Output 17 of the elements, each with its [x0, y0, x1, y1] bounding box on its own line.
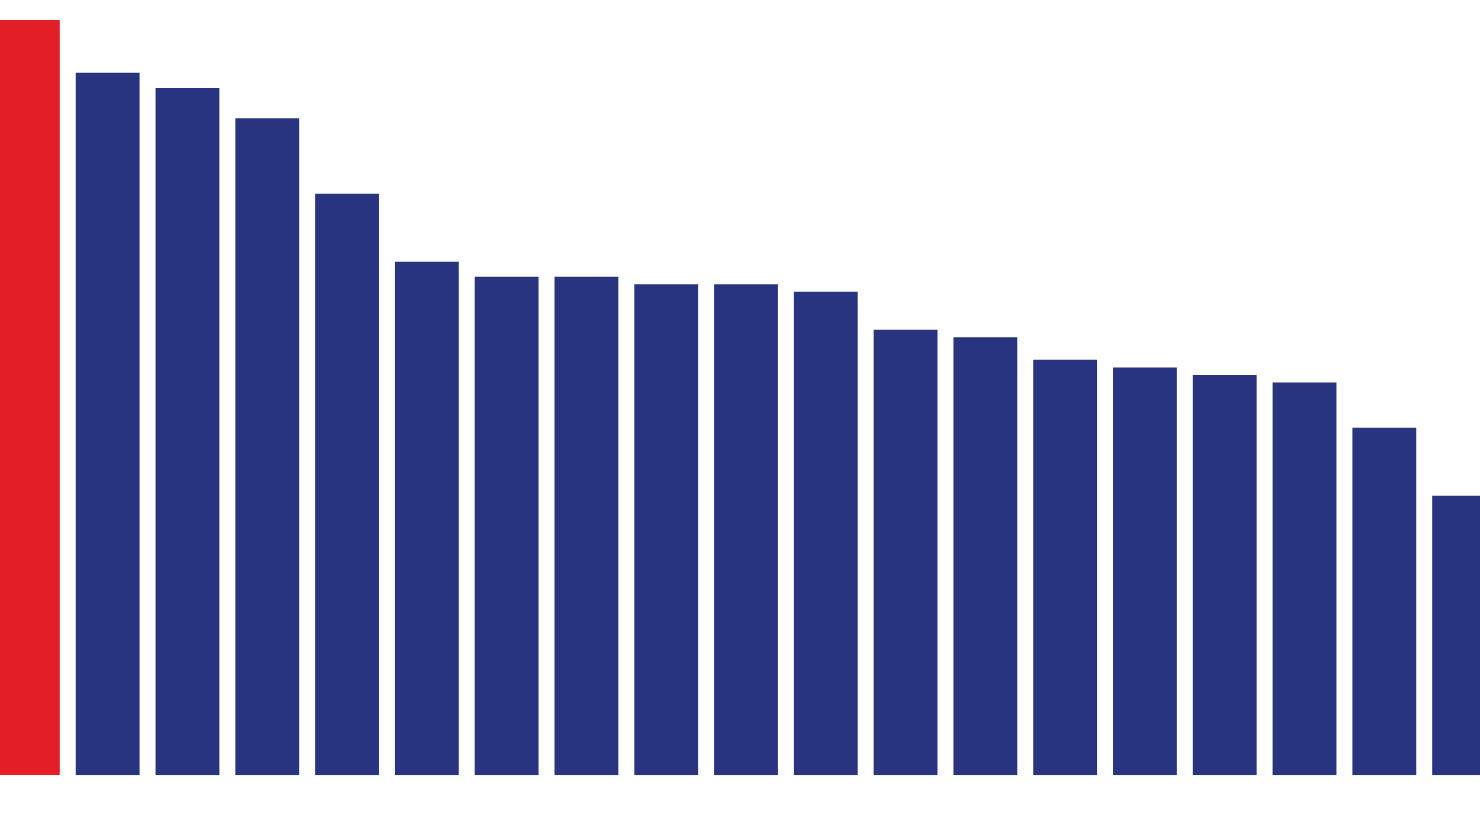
bar: [1033, 359, 1098, 776]
bar: [634, 284, 699, 776]
bar: [1352, 427, 1417, 776]
bar: [554, 276, 619, 776]
bar: [474, 276, 539, 776]
bar: [1272, 382, 1337, 776]
bar: [793, 291, 858, 776]
bar: [714, 284, 778, 776]
bar: [155, 87, 220, 776]
bar: [394, 261, 459, 776]
bar: [75, 72, 140, 776]
bar: [235, 118, 300, 776]
bar: [1113, 367, 1177, 776]
bar: [873, 329, 938, 776]
bar: [315, 193, 379, 776]
bar: [1192, 374, 1257, 776]
bar: [953, 337, 1018, 776]
